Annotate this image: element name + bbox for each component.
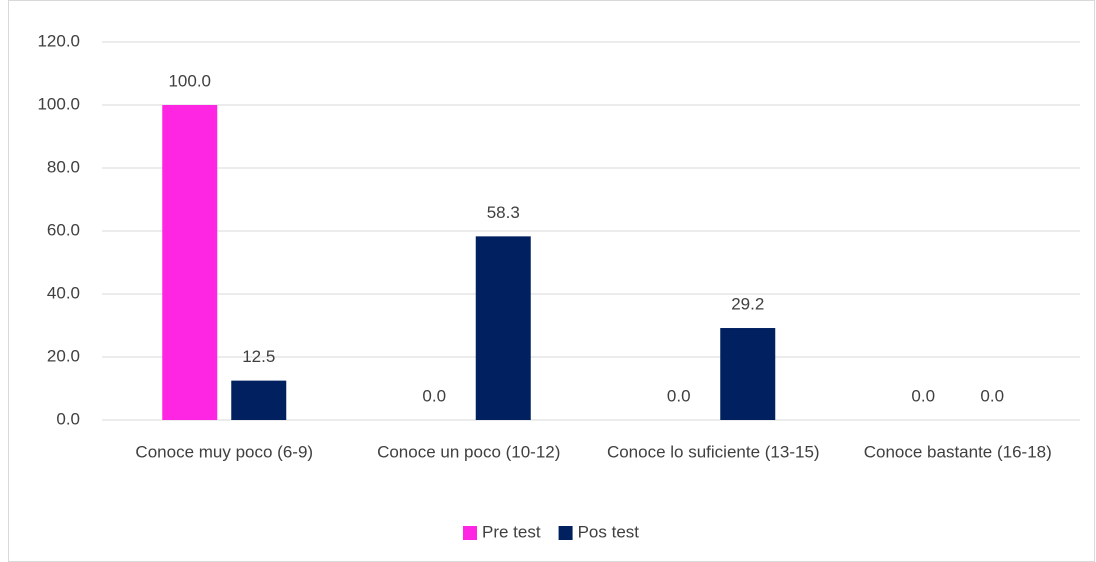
data-label: 0.0 xyxy=(667,386,691,405)
y-tick-label: 40.0 xyxy=(47,283,80,302)
data-label: 58.3 xyxy=(487,203,520,222)
y-tick-label: 80.0 xyxy=(47,157,80,176)
legend-swatch xyxy=(558,526,573,540)
x-tick-label: Conoce muy poco (6-9) xyxy=(135,442,313,461)
x-tick-label: Conoce bastante (16-18) xyxy=(864,442,1052,461)
legend-label: Pos test xyxy=(578,522,640,541)
y-tick-label: 0.0 xyxy=(56,409,80,428)
legend-swatch xyxy=(462,526,477,540)
data-label: 12.5 xyxy=(242,347,275,366)
y-tick-label: 100.0 xyxy=(37,94,80,113)
bar xyxy=(162,105,218,420)
bar xyxy=(720,328,776,420)
data-label: 29.2 xyxy=(731,295,764,314)
data-label: 0.0 xyxy=(422,386,446,405)
bar xyxy=(475,236,531,420)
x-tick-label: Conoce un poco (10-12) xyxy=(377,442,560,461)
data-label: 0.0 xyxy=(911,386,935,405)
y-tick-label: 120.0 xyxy=(37,31,80,50)
bar xyxy=(231,380,287,420)
y-tick-label: 60.0 xyxy=(47,220,80,239)
data-label: 0.0 xyxy=(980,386,1004,405)
data-label: 100.0 xyxy=(168,71,211,90)
legend-label: Pre test xyxy=(482,522,541,541)
x-tick-label: Conoce lo suficiente (13-15) xyxy=(607,442,820,461)
y-tick-label: 20.0 xyxy=(47,346,80,365)
